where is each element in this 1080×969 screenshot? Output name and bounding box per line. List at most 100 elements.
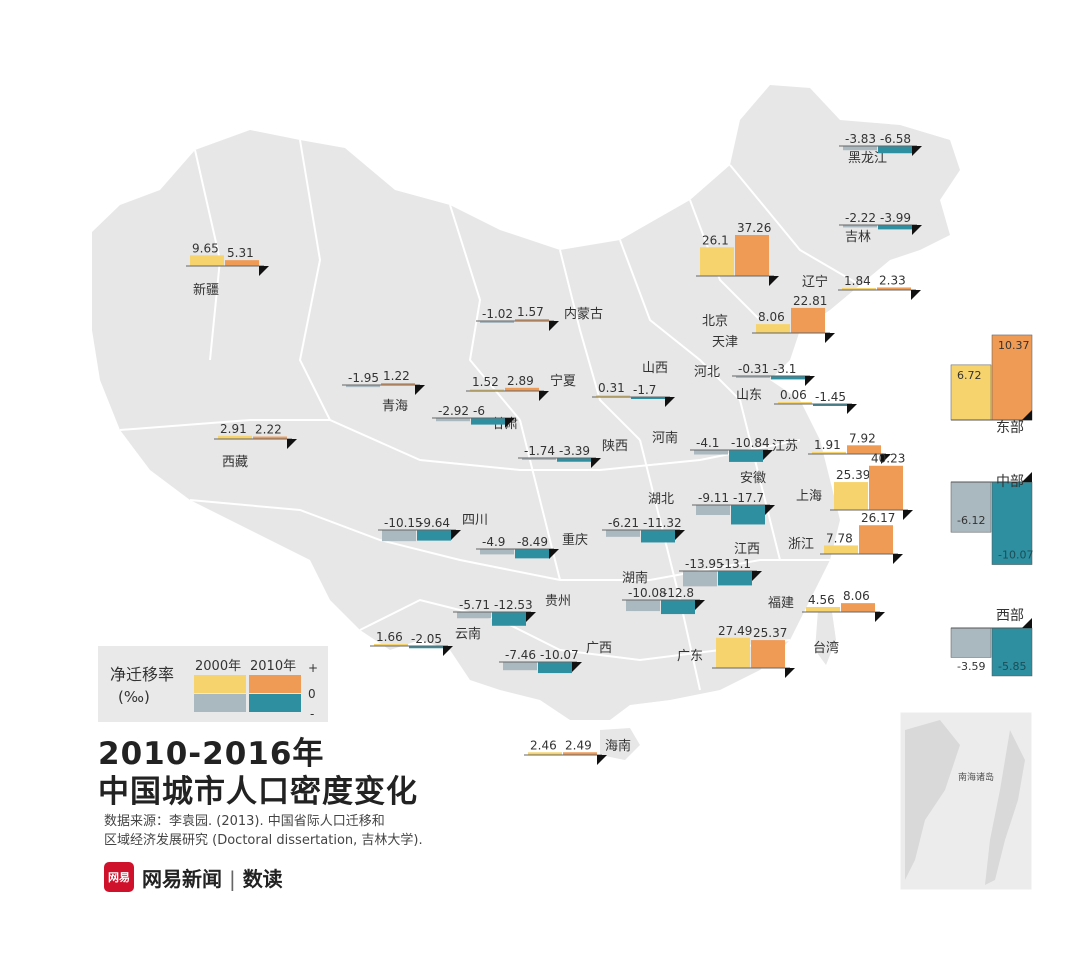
- bar-2000: [806, 606, 840, 612]
- province-label: 安徽: [740, 471, 766, 486]
- value-2000-label: -5.71: [459, 598, 490, 612]
- bar-2000: [834, 482, 868, 510]
- province-border: [729, 164, 861, 286]
- province-label: 西藏: [222, 455, 248, 470]
- bar-2000: [470, 389, 504, 391]
- pointer-flag: [847, 404, 857, 414]
- title-line-2: 中国城市人口密度变化: [98, 774, 418, 810]
- bar-2000: [218, 435, 252, 439]
- province-marker: 山东 0.06 -1.45: [736, 388, 857, 414]
- legend-pos-2000-swatch: [194, 675, 246, 693]
- source-line-2: 区域经济发展研究 (Doctoral dissertation, 吉林大学).: [104, 833, 423, 848]
- region-label: 东部: [996, 420, 1024, 436]
- pointer-flag: [695, 600, 705, 610]
- province-marker: 浙江 7.78 26.17: [788, 511, 903, 564]
- province-marker: 陕西 -1.74 -3.39: [518, 439, 628, 468]
- bar-2000: [700, 247, 734, 276]
- legend: 净迁移率 (‰) 2000年 2010年 + 0 -: [98, 646, 328, 722]
- pointer-flag: [912, 225, 922, 235]
- value-2000-label: -2.22: [845, 211, 876, 225]
- value-2010-label: 26.17: [861, 511, 895, 525]
- province-marker: 天津 8.06 22.81: [712, 294, 835, 350]
- taiwan-shape: [815, 610, 836, 665]
- bar-2010: [751, 640, 785, 668]
- source-line-1: 数据来源：李袁园. (2013). 中国省际人口迁移和: [104, 814, 385, 829]
- value-2010-label: -1.45: [815, 390, 846, 404]
- value-2000-label: -10.08: [628, 586, 667, 600]
- bar-2010: [417, 530, 451, 541]
- bar-2000: [756, 324, 790, 333]
- value-2000-label: -1.74: [524, 444, 555, 458]
- value-2000-label: -4.1: [696, 436, 719, 450]
- value-2010-label: -12.53: [494, 598, 533, 612]
- value-2000-label: 0.31: [598, 381, 625, 395]
- value-2010-label: 22.81: [793, 294, 827, 308]
- bar-2010: [878, 225, 912, 230]
- pointer-flag: [675, 530, 685, 540]
- province-marker: 河北 -0.31 -3.1: [694, 362, 815, 386]
- bar-2010: [813, 404, 847, 406]
- value-2010-label: -3.39: [559, 444, 590, 458]
- province-label: 广西: [586, 641, 612, 656]
- province-marker: 辽宁 1.84 2.33: [802, 273, 921, 300]
- brand-name: 网易新闻 | 数读: [142, 863, 283, 892]
- brand-divider: |: [228, 866, 236, 891]
- province-marker: 广西 -7.46 -10.07: [499, 641, 612, 674]
- title-line-1: 2010-2016年: [98, 736, 325, 772]
- value-2010-label: -1.7: [633, 383, 656, 397]
- value-2000-label: 1.66: [376, 630, 403, 644]
- bar-2010: [791, 307, 825, 333]
- province-border: [119, 419, 801, 471]
- bar-2000: [374, 644, 408, 646]
- value-2000-label: 1.52: [472, 375, 499, 389]
- value-2000-label: -4.9: [482, 535, 505, 549]
- bar-2000: [683, 571, 717, 587]
- value-2000-label: 7.78: [826, 531, 853, 545]
- province-marker: 云南 1.66 -2.05: [370, 626, 481, 656]
- province-label: 河北: [694, 365, 720, 380]
- province-label: 重庆: [562, 532, 588, 548]
- legend-plus: +: [308, 661, 318, 675]
- province-label: 湖北: [648, 492, 674, 507]
- province-marker: 青海-1.95 1.22: [342, 369, 425, 414]
- bar-2010: [563, 752, 597, 755]
- region-pointer: [1022, 618, 1032, 628]
- pointer-flag: [903, 510, 913, 520]
- bar-2000: [716, 637, 750, 668]
- bar-2000: [824, 545, 858, 554]
- value-2010-label: 2.22: [255, 423, 282, 437]
- pointer-flag: [572, 662, 582, 672]
- province-marker: 福建 4.56 8.06: [768, 589, 885, 622]
- south-china-sea-label: 南海诸岛: [958, 771, 994, 783]
- pointer-flag: [765, 505, 775, 515]
- hainan-shape: [600, 728, 640, 760]
- pointer-flag: [259, 266, 269, 276]
- province-label: 新疆: [193, 282, 219, 298]
- pointer-flag: [763, 450, 773, 460]
- province-marker: 台湾: [813, 640, 839, 656]
- value-2010-label: 7.92: [849, 431, 876, 445]
- bar-2000: [626, 600, 660, 612]
- bar-2010: [225, 260, 259, 266]
- pointer-flag: [769, 276, 779, 286]
- province-label: 陕西: [602, 439, 628, 454]
- pointer-flag: [539, 391, 549, 401]
- province-label: 湖南: [622, 570, 648, 586]
- province-border: [619, 239, 741, 401]
- province-marker: 山西 0.31 -1.7: [592, 361, 675, 407]
- value-2010-label: -6: [473, 404, 485, 418]
- value-2000-label: -10.15: [384, 516, 423, 530]
- region-label: 西部: [996, 608, 1024, 624]
- region-bar-2010: [991, 481, 1033, 565]
- value-2010-label: -3.1: [773, 362, 796, 376]
- value-2010-label: -3.99: [880, 211, 911, 225]
- bar-2010: [557, 458, 591, 462]
- bar-2010: [859, 525, 893, 554]
- south-china-sea-inset: 南海诸岛: [899, 711, 1033, 891]
- value-2010-label: -11.32: [643, 516, 682, 530]
- value-2000-label: -7.46: [505, 648, 536, 662]
- bar-2010: [731, 505, 765, 525]
- value-2010-label: 40.23: [871, 452, 905, 466]
- brand-sub: 数读: [242, 866, 283, 891]
- bar-2000: [382, 530, 416, 542]
